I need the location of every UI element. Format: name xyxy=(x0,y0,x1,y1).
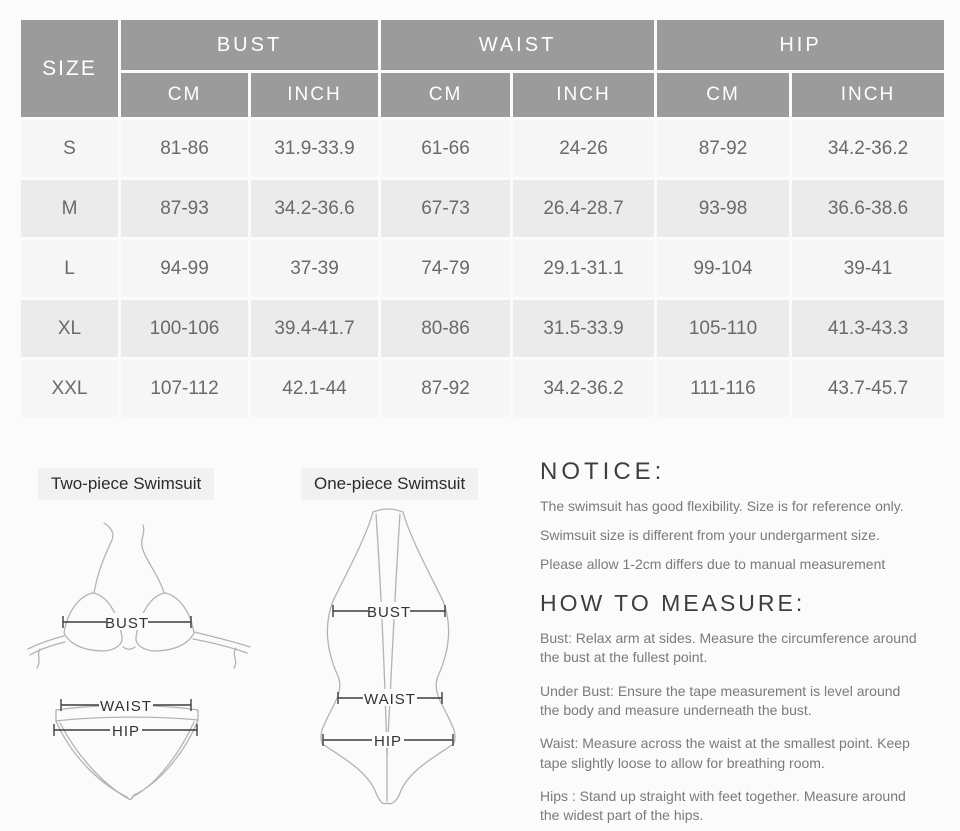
notice-line: The swimsuit has good flexibility. Size … xyxy=(540,498,904,514)
hip-measure-label: HIP xyxy=(374,733,402,750)
hip-cm-header: CM xyxy=(657,73,789,117)
one-piece-swimsuit-label: One-piece Swimsuit xyxy=(301,468,479,500)
table-cell: 61-66 xyxy=(381,120,510,177)
table-cell: 74-79 xyxy=(381,240,510,297)
table-cell: 93-98 xyxy=(657,180,789,237)
info-column: NOTICE: The swimsuit has good flexibilit… xyxy=(540,458,946,831)
table-cell: 37-39 xyxy=(251,240,378,297)
table-cell: 41.3-43.3 xyxy=(792,300,944,357)
hip-inch-header: INCH xyxy=(792,73,944,117)
how-to-measure-heading: HOW TO MEASURE: xyxy=(540,590,806,616)
notice-line: Please allow 1-2cm differs due to manual… xyxy=(540,556,886,572)
waist-cm-header: CM xyxy=(381,73,510,117)
table-row-m: M 87-93 34.2-36.6 67-73 26.4-28.7 93-98 … xyxy=(21,180,944,237)
table-cell: 24-26 xyxy=(513,120,654,177)
table-row-xxl: XXL 107-112 42.1-44 87-92 34.2-36.2 111-… xyxy=(21,360,944,417)
table-cell: 26.4-28.7 xyxy=(513,180,654,237)
waist-inch-header: INCH xyxy=(513,73,654,117)
size-label: XXL xyxy=(21,360,118,417)
table-cell: 100-106 xyxy=(121,300,248,357)
table-row-l: L 94-99 37-39 74-79 29.1-31.1 99-104 39-… xyxy=(21,240,944,297)
waist-measure-label: WAIST xyxy=(364,691,416,708)
table-cell: 111-116 xyxy=(657,360,789,417)
size-label: M xyxy=(21,180,118,237)
size-label: XL xyxy=(21,300,118,357)
table-cell: 34.2-36.2 xyxy=(792,120,944,177)
bust-inch-header: INCH xyxy=(251,73,378,117)
table-cell: 81-86 xyxy=(121,120,248,177)
table-cell: 39-41 xyxy=(792,240,944,297)
hip-group-header: HIP xyxy=(657,20,944,70)
measure-paragraph-bust: Bust: Relax arm at sides. Measure the ci… xyxy=(540,630,917,666)
table-cell: 67-73 xyxy=(381,180,510,237)
one-piece-swimsuit-diagram: BUST WAIST HIP xyxy=(320,508,456,805)
table-cell: 43.7-45.7 xyxy=(792,360,944,417)
notice-heading: NOTICE: xyxy=(540,458,666,485)
table-cell: 105-110 xyxy=(657,300,789,357)
table-cell: 87-92 xyxy=(657,120,789,177)
unit-header-row: CM INCH CM INCH CM INCH xyxy=(21,73,944,117)
table-cell: 99-104 xyxy=(657,240,789,297)
two-piece-swimsuit-label: Two-piece Swimsuit xyxy=(38,468,215,500)
size-chart-table: SIZE BUST WAIST HIP CM INCH CM INCH CM I… xyxy=(18,17,947,420)
table-cell: 34.2-36.6 xyxy=(251,180,378,237)
measure-paragraph-waist: Waist: Measure across the waist at the s… xyxy=(540,735,910,771)
table-cell: 87-93 xyxy=(121,180,248,237)
bust-measure-label: BUST xyxy=(367,604,411,621)
table-row-s: S 81-86 31.9-33.9 61-66 24-26 87-92 34.2… xyxy=(21,120,944,177)
table-cell: 36.6-38.6 xyxy=(792,180,944,237)
table-cell: 87-92 xyxy=(381,360,510,417)
table-cell: 31.9-33.9 xyxy=(251,120,378,177)
hip-measure-label: HIP xyxy=(112,723,140,740)
table-cell: 94-99 xyxy=(121,240,248,297)
bust-measure-label: BUST xyxy=(105,615,149,632)
two-piece-swimsuit-diagram: BUST WAIST HIP xyxy=(27,522,251,801)
table-cell: 29.1-31.1 xyxy=(513,240,654,297)
size-label: S xyxy=(21,120,118,177)
waist-measure-label: WAIST xyxy=(100,698,152,715)
table-cell: 42.1-44 xyxy=(251,360,378,417)
group-header-row: SIZE BUST WAIST HIP xyxy=(21,20,944,117)
table-cell: 39.4-41.7 xyxy=(251,300,378,357)
table-row-xl: XL 100-106 39.4-41.7 80-86 31.5-33.9 105… xyxy=(21,300,944,357)
bust-cm-header: CM xyxy=(121,73,248,117)
table-cell: 31.5-33.9 xyxy=(513,300,654,357)
table-cell: 80-86 xyxy=(381,300,510,357)
size-label: L xyxy=(21,240,118,297)
table-cell: 107-112 xyxy=(121,360,248,417)
table-cell: 34.2-36.2 xyxy=(513,360,654,417)
measure-paragraph-under-bust: Under Bust: Ensure the tape measurement … xyxy=(540,682,901,718)
measure-paragraph-hips: Hips : Stand up straight with feet toget… xyxy=(540,787,906,824)
notice-line: Swimsuit size is different from your und… xyxy=(540,527,880,543)
size-column-header: SIZE xyxy=(21,20,118,117)
bust-group-header: BUST xyxy=(121,20,378,70)
waist-group-header: WAIST xyxy=(381,20,654,70)
